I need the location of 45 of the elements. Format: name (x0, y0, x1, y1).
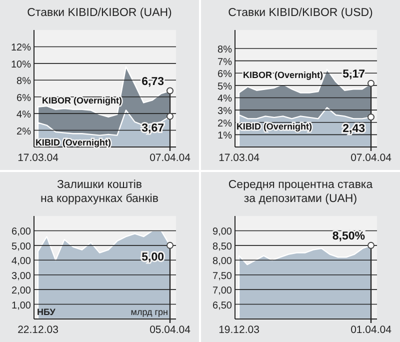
chart-title: Ставки KIBID/KIBOR (UAH) (27, 7, 172, 19)
y-tick-label: 12% (10, 42, 32, 54)
y-tick-label: 6% (16, 92, 32, 104)
y-tick-label: 5% (218, 81, 232, 92)
series-label: KIBOR (Overnight) (42, 95, 122, 106)
y-tick-label: 4% (16, 110, 32, 121)
y-tick-label: 10% (10, 59, 32, 70)
y-tick-label: 8,50 (212, 241, 232, 252)
x-tick-label: 22.12.03 (18, 324, 59, 336)
y-tick-label: 2% (16, 126, 32, 138)
y-tick-label: 3,00 (12, 270, 32, 282)
x-tick-label: 07.04.04 (350, 152, 392, 164)
chart-title: Залишки коштів на коррахунках банків (40, 179, 158, 205)
y-tick-label: 4,00 (12, 256, 32, 268)
y-tick-label: 7,50 (212, 270, 232, 282)
annotation: НБУ (37, 307, 56, 317)
y-tick-label: 6% (218, 69, 232, 80)
data-label: 2,43 (342, 123, 365, 136)
x-tick-label: 19.12.03 (218, 324, 260, 336)
y-tick-label: 8% (218, 44, 232, 56)
y-tick-label: 2,00 (12, 286, 32, 297)
x-tick-label: 05.04.04 (150, 324, 191, 336)
chart-title: Середня процентна ставка за депозитами (UAH) (228, 179, 374, 205)
y-tick-label: 6,50 (212, 300, 232, 312)
y-tick-label: 7,00 (212, 286, 232, 297)
x-tick-label: 01.04.04 (350, 324, 392, 336)
data-label: 8,50% (332, 230, 365, 242)
x-tick-label: 17.03.04 (18, 152, 59, 164)
annotation: млрд грн (130, 307, 168, 317)
x-tick-label: 07.04.04 (150, 152, 191, 164)
y-tick-label: 4% (218, 94, 232, 105)
y-tick-label: 5,00 (12, 241, 32, 252)
y-tick-label: 3% (218, 106, 232, 118)
chart-title: Ставки KIBID/KIBOR (USD) (228, 7, 374, 19)
y-tick-label: 6,00 (12, 226, 32, 238)
y-tick-label: 1% (218, 130, 232, 142)
y-tick-label: 2% (218, 118, 232, 130)
y-tick-label: 7% (218, 56, 232, 68)
y-tick-label: 1,00 (12, 300, 32, 312)
y-tick-label: 8% (16, 76, 32, 88)
x-tick-label: 17.03.04 (218, 152, 260, 164)
series-label: KIBID (Overnight) (35, 138, 111, 148)
y-tick-label: 8,00 (212, 256, 232, 268)
y-tick-label: 9,00 (212, 226, 232, 238)
series-label: KIBID (Overnight) (236, 121, 312, 132)
